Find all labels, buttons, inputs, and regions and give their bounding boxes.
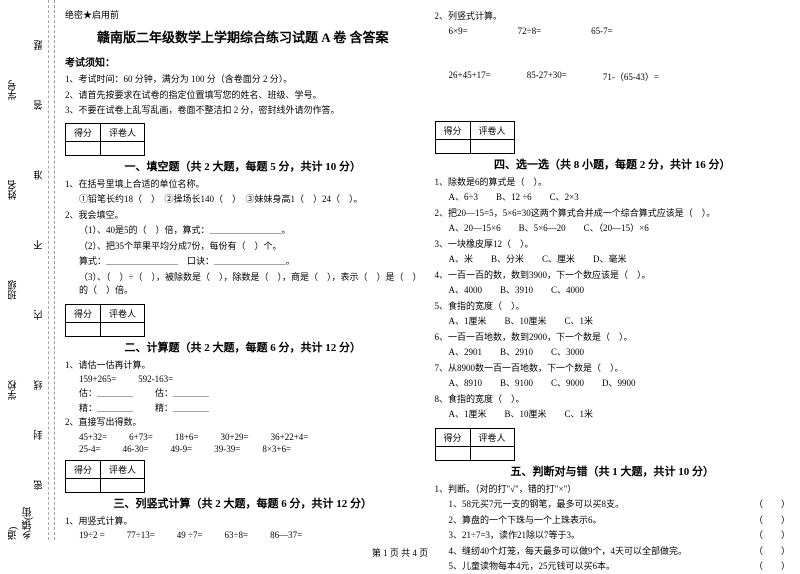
q2-2: 2、直接写出得数。 (65, 416, 421, 430)
q4-3: 3、一块橡皮厚12（ ）。 (435, 238, 791, 252)
side-field-4: 学号 (6, 80, 21, 100)
q4-4: 4、一百一百的数，数到3900，下一个数应该是（ ）。 (435, 269, 791, 283)
left-column: 绝密★启用前 赣南版二年级数学上学期综合练习试题 A 卷 含答案 考试须知： 1… (65, 8, 421, 540)
score-box-4: 得分评卷人 (435, 121, 515, 154)
seal-mark-1: 封 (32, 430, 47, 440)
binding-sidebar: 乡镇(街道) 学校 班级 姓名 学号 密 封 线 内 不 准 答 题 (0, 0, 55, 540)
q4-8: 8、食指的宽度（ ）。 (435, 393, 791, 407)
side-field-0: 乡镇(街道) (6, 500, 36, 540)
score-box-2: 得分评卷人 (65, 304, 145, 337)
section-3-heading: 三、列竖式计算（共 2 大题，每题 6 分，共计 12 分） (65, 495, 421, 511)
score-box-3: 得分评卷人 (65, 460, 145, 493)
q1-2b2: 算式：＿＿＿＿＿＿＿＿ 口诀：＿＿＿＿＿＿＿＿。 (65, 255, 421, 269)
section-4-heading: 四、选一选（共 8 小题，每题 2 分，共计 16 分） (435, 156, 791, 172)
q4-3o: A、米 B、分米 C、厘米 D、毫米 (435, 253, 791, 267)
seal-mark-5: 准 (32, 170, 47, 180)
notice-2: 2、请首先按要求在试卷的指定位置填写您的姓名、班级、学号。 (65, 89, 421, 102)
q1-2c: （3）、（ ）÷（ ），被除数是（ ），除数是（ ），商是（ ），表示（ ）是（… (65, 271, 421, 298)
q2-1: 1、请估一估再计算。 (65, 359, 421, 373)
page-footer: 第 1 页 共 4 页 (0, 546, 800, 559)
notice-1: 1、考试时间：60 分钟，满分为 100 分（含卷面分 2 分）。 (65, 73, 421, 86)
q1-2a: （1）、40是5的（ ）倍，算式：＿＿＿＿＿＿＿＿。 (65, 224, 421, 238)
judge-1: 1、58元买7元一支的钢笔，最多可以买8支。 (449, 498, 625, 512)
grader-label: 评卷人 (101, 123, 145, 141)
section-5-heading: 五、判断对与错（共 1 大题，共计 10 分） (435, 463, 791, 479)
section-1-heading: 一、填空题（共 2 大题，每题 5 分，共计 10 分） (65, 158, 421, 174)
score-label: 得分 (66, 123, 101, 141)
section-2-heading: 二、计算题（共 2 大题，每题 6 分，共计 12 分） (65, 339, 421, 355)
exam-title: 赣南版二年级数学上学期综合练习试题 A 卷 含答案 (65, 27, 421, 46)
seal-mark-0: 密 (32, 480, 47, 490)
q1-2: 2、我会填空。 (65, 209, 421, 223)
q4-6o: A、2901 B、2910 C、3000 (435, 346, 791, 360)
q4-2o: A、20—15×6 B、5×6—20 C、（20—15）×6 (435, 222, 791, 236)
notice-heading: 考试须知： (65, 54, 421, 69)
seal-mark-2: 线 (32, 380, 47, 390)
q4-4o: A、4000 B、3910 C、4000 (435, 284, 791, 298)
q1-1: 1、在括号里填上合适的单位名称。 (65, 178, 421, 192)
judge-2: 2、算盘的一个下珠与一个上珠表示6。 (449, 514, 602, 528)
q1-2b: （2）、把35个苹果平均分成7份，每份有（ ）个。 (65, 240, 421, 254)
q3-1: 1、用竖式计算。 (65, 515, 421, 529)
q4-2: 2、把20—15=5，5×6=30这两个算式合并成一个综合算式应该是（ ）。 (435, 207, 791, 221)
judge-5: 5、儿童读物每本4元，25元钱可以买6本。 (449, 560, 616, 574)
judge-3: 3、21÷7=3，读作21除以7等于3。 (449, 529, 581, 543)
q3-2: 2、列竖式计算。 (435, 10, 791, 24)
q1-1a: ①铅笔长约18（ ） ②操场长140（ ） ③妹妹身高1（ ）24（ ）。 (65, 193, 421, 207)
score-box-1: 得分评卷人 (65, 123, 145, 156)
q4-7: 7、从8900数一百一百地数，下一个数是（ ）。 (435, 362, 791, 376)
score-box-5: 得分评卷人 (435, 428, 515, 461)
q4-6: 6、一百一百地数，数到2900，下一个数是（ ）。 (435, 331, 791, 345)
q4-5: 5、食指的宽度（ ）。 (435, 300, 791, 314)
seal-mark-7: 题 (32, 40, 47, 50)
side-field-1: 学校 (6, 380, 21, 400)
judge-paren: （ ） (754, 498, 790, 512)
side-field-2: 班级 (6, 280, 21, 300)
secret-label: 绝密★启用前 (65, 8, 421, 21)
seal-mark-3: 内 (32, 310, 47, 320)
q4-1o: A、6÷3 B、12 ÷6 C、2×3 (435, 191, 791, 205)
side-field-3: 姓名 (6, 180, 21, 200)
q4-5o: A、1厘米 B、10厘米 C、1米 (435, 315, 791, 329)
q4-8o: A、1厘米 B、10厘米 C、1米 (435, 408, 791, 422)
q5-1: 1、判断。（对的打"√"，错的打"×"） (435, 483, 791, 497)
seal-mark-6: 答 (32, 100, 47, 110)
q4-1: 1、除数是6的算式是（ ）。 (435, 176, 791, 190)
q4-7o: A、8910 B、9100 C、9000 D、9900 (435, 377, 791, 391)
notice-3: 3、不要在试卷上乱写乱画，卷面不整洁扣 2 分，密封线外请勿作答。 (65, 104, 421, 117)
seal-mark-4: 不 (32, 240, 47, 250)
right-column: 2、列竖式计算。 6×9=72÷8=65-7= 26+45+17=85-27+3… (435, 8, 791, 540)
